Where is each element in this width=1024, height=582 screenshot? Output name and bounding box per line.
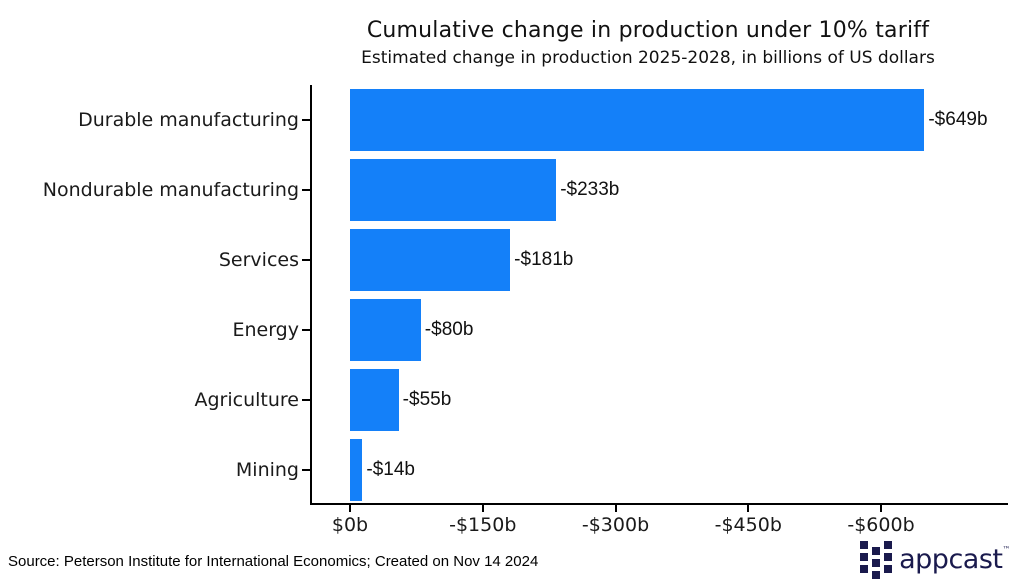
category-label-nondurable-manufacturing: Nondurable manufacturing — [42, 179, 299, 201]
category-label-durable-manufacturing: Durable manufacturing — [78, 109, 299, 131]
category-label-agriculture: Agriculture — [194, 389, 300, 411]
appcast-logo-text: appcast™ — [899, 544, 1011, 575]
logo-col-left — [860, 541, 869, 579]
bar-value-label-nondurable-manufacturing: -$233b — [560, 179, 620, 200]
bar-value-label-durable-manufacturing: -$649b — [928, 109, 988, 130]
bar-mining — [350, 439, 363, 501]
bar-durable-manufacturing — [350, 89, 925, 151]
bar-value-label-mining: -$14b — [366, 459, 415, 480]
x-axis-tick-label: -$600b — [847, 514, 915, 536]
appcast-logo-icon — [860, 541, 893, 579]
x-axis-tick — [481, 505, 484, 512]
y-axis-tick — [302, 399, 310, 401]
y-axis-tick — [302, 469, 310, 471]
x-axis-tick-label: -$450b — [714, 514, 782, 536]
logo-col-right — [884, 541, 893, 579]
x-axis-tick — [614, 505, 617, 512]
category-label-energy: Energy — [232, 319, 299, 341]
category-label-mining: Mining — [235, 459, 299, 481]
chart-subtitle: Estimated change in production 2025-2028… — [361, 48, 935, 68]
x-axis-tick — [880, 505, 882, 512]
category-label-services: Services — [218, 249, 299, 271]
plot-area — [310, 85, 1008, 505]
y-axis-tick — [302, 189, 310, 191]
chart-title: Cumulative change in production under 10… — [366, 18, 930, 43]
bar-services — [350, 229, 511, 291]
logo-col-middle — [872, 547, 881, 579]
trademark-symbol: ™ — [1002, 545, 1011, 554]
bar-value-label-agriculture: -$55b — [402, 389, 452, 410]
appcast-logo: appcast™ — [860, 541, 1010, 579]
y-axis-tick — [302, 259, 310, 261]
bar-agriculture — [350, 369, 399, 431]
bar-energy — [350, 299, 421, 361]
x-axis-tick-label: -$150b — [449, 514, 517, 536]
source-note: Source: Peterson Institute for Internati… — [8, 553, 539, 570]
bar-nondurable-manufacturing — [350, 159, 557, 221]
x-axis-tick-label: -$300b — [581, 514, 650, 536]
y-axis-tick — [302, 119, 310, 121]
bar-value-label-services: -$181b — [514, 249, 574, 270]
bar-value-label-energy: -$80b — [424, 319, 474, 340]
x-axis-tick — [747, 505, 750, 512]
y-axis-tick — [302, 329, 310, 331]
x-axis-tick — [349, 505, 351, 512]
x-axis-tick-label: $0b — [331, 514, 369, 536]
